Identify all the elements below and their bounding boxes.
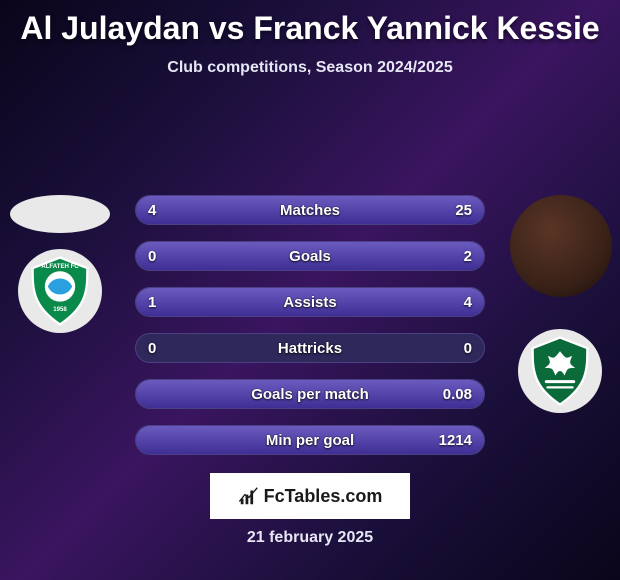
stat-label: Assists — [136, 288, 484, 316]
stat-row: 00Hattricks — [135, 333, 485, 363]
stat-bars: 425Matches 02Goals 14Assists 00Hattricks 0.0… — [135, 195, 485, 471]
page-subtitle: Club competitions, Season 2024/2025 — [167, 59, 452, 77]
stat-row: 1214Min per goal — [135, 425, 485, 455]
date-label: 21 february 2025 — [0, 529, 620, 547]
stat-row: 0.08Goals per match — [135, 379, 485, 409]
stat-row: 425Matches — [135, 195, 485, 225]
stat-label: Goals per match — [136, 380, 484, 408]
chart-icon — [238, 485, 260, 507]
stat-label: Hattricks — [136, 334, 484, 362]
watermark-text: FcTables.com — [264, 486, 383, 507]
stat-row: 14Assists — [135, 287, 485, 317]
club-right-crest — [518, 329, 602, 413]
shield-icon: ALFATEH FC 1958 — [22, 253, 98, 329]
stat-label: Goals — [136, 242, 484, 270]
stat-label: Min per goal — [136, 426, 484, 454]
comparison-card: Al Julaydan vs Franck Yannick Kessie Clu… — [0, 0, 620, 580]
stat-row: 02Goals — [135, 241, 485, 271]
shield-icon — [522, 333, 598, 409]
stat-label: Matches — [136, 196, 484, 224]
player-left-avatar — [10, 195, 110, 233]
svg-text:ALFATEH FC: ALFATEH FC — [41, 263, 79, 270]
svg-text:1958: 1958 — [53, 306, 67, 313]
content-area: ALFATEH FC 1958 425Matches 02Goals 14Assis… — [0, 77, 620, 580]
club-left-crest: ALFATEH FC 1958 — [18, 249, 102, 333]
player-right-avatar — [510, 195, 612, 297]
page-title: Al Julaydan vs Franck Yannick Kessie — [20, 10, 599, 47]
watermark: FcTables.com — [210, 473, 410, 519]
